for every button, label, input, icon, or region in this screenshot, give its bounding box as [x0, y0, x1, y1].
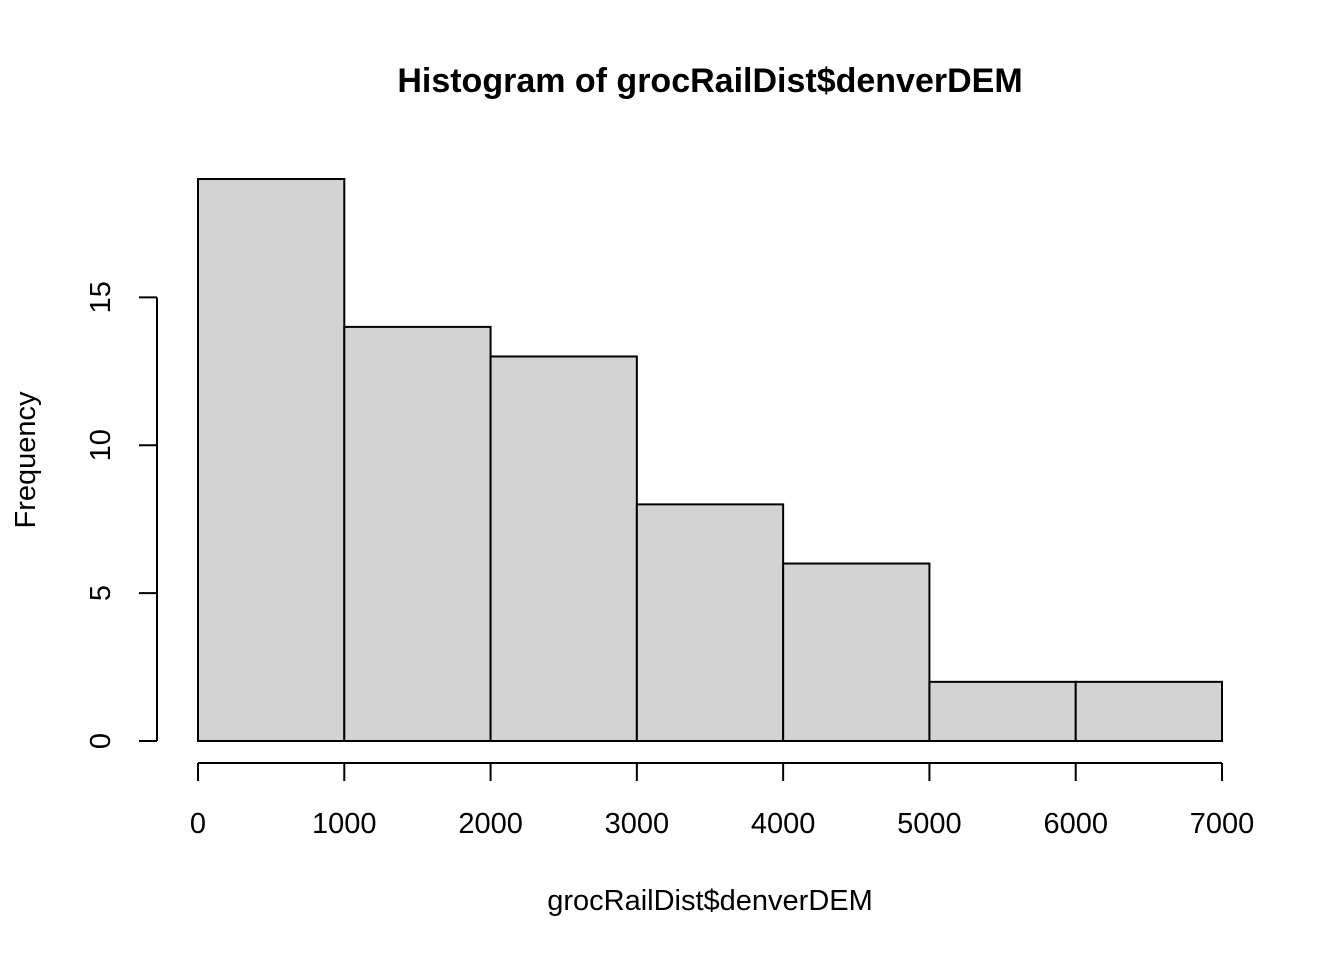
x-tick-label: 1000: [312, 808, 377, 840]
histogram-bar-0: [197, 178, 346, 742]
x-tick-label: 5000: [897, 808, 962, 840]
histogram-bar-4: [782, 562, 931, 742]
x-tick-label: 0: [190, 808, 206, 840]
x-tick-label: 2000: [458, 808, 523, 840]
chart-title: Histogram of grocRailDist$denverDEM: [397, 62, 1022, 100]
y-tick-label: 0: [85, 733, 117, 749]
y-tick-label: 10: [85, 429, 117, 461]
x-axis: 0 1000 2000 3000 4000 5000 6000 7000: [190, 762, 1255, 840]
y-axis-label: Frequency: [10, 391, 42, 529]
x-tick-label: 6000: [1043, 808, 1108, 840]
x-tick-label: 4000: [751, 808, 816, 840]
x-tick-label: 3000: [605, 808, 670, 840]
histogram-bar-6: [1074, 680, 1223, 742]
histogram-bars: [197, 178, 1223, 742]
histogram-bar-2: [489, 355, 638, 742]
x-tick-label: 7000: [1190, 808, 1255, 840]
x-axis-label: grocRailDist$denverDEM: [547, 885, 873, 917]
histogram-bar-5: [928, 680, 1077, 742]
histogram-bar-3: [635, 503, 785, 742]
y-tick-label: 5: [85, 585, 117, 601]
y-tick-label: 15: [85, 281, 117, 313]
histogram-bar-1: [343, 325, 492, 742]
y-axis: 0 5 10 15: [85, 281, 158, 749]
